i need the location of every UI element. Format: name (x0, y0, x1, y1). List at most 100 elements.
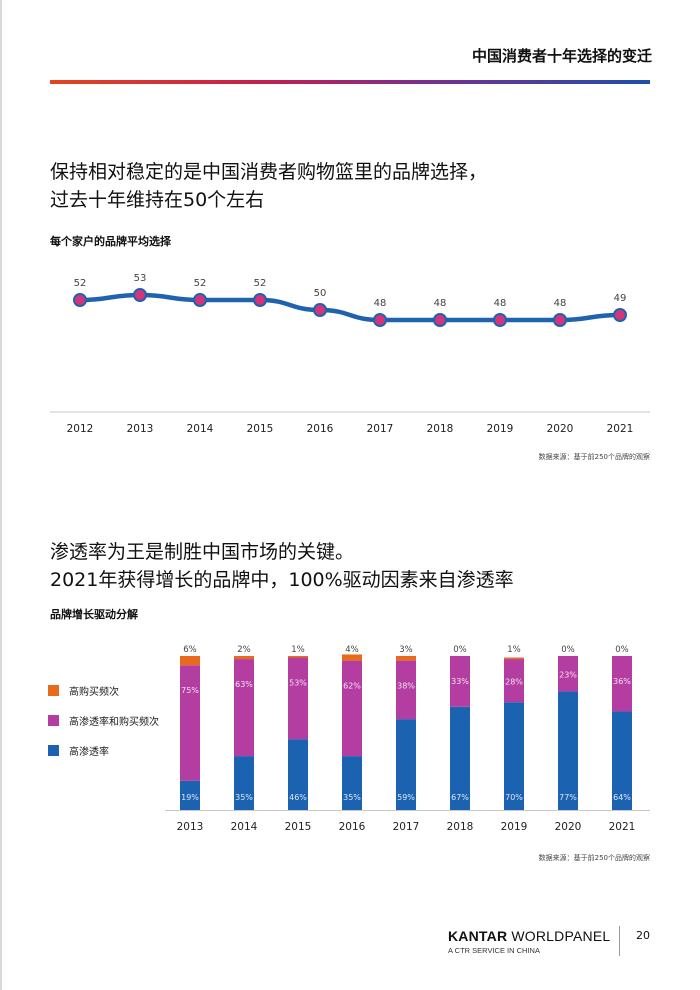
bar-label-high-frequency: 3% (399, 645, 413, 655)
line-x-tick-label: 2012 (67, 423, 94, 435)
footer-tagline: A CTR SERVICE IN CHINA (448, 946, 540, 955)
bar-segment-penetration-and-frequency (612, 656, 632, 712)
bar-label-penetration-and-frequency: 75% (181, 686, 199, 695)
line-x-tick-label: 2015 (247, 423, 274, 435)
line-data-label: 53 (134, 273, 147, 284)
bar-label-high-penetration: 70% (505, 793, 523, 802)
footer-divider (619, 926, 620, 956)
bar-x-tick-label: 2018 (447, 821, 474, 833)
bar-segment-penetration-and-frequency (342, 660, 362, 757)
footer-brand-bold: KANTAR (448, 928, 508, 944)
bar-chart-legend: 高购买频次 高渗透率和购买频次 高渗透率 (48, 675, 159, 765)
bar-label-high-penetration: 59% (397, 793, 415, 802)
line-point (613, 308, 627, 322)
section2-headline-line1: 渗透率为王是制胜中国市场的关键。 (50, 541, 355, 563)
bar-chart: 19% 75% 6% 2013 35% 63% 2% 2014 46% 53% 1% 2015 35% 6… (165, 645, 650, 833)
header-title: 中国消费者十年选择的变迁 (471, 47, 652, 65)
bar-segment-penetration-and-frequency (396, 660, 416, 720)
page-number: 20 (636, 929, 650, 942)
legend-item-high-frequency: 高购买频次 (48, 675, 159, 705)
bar-label-high-penetration: 46% (289, 793, 307, 802)
legend-item-high-penetration: 高渗透率 (48, 735, 159, 765)
bar-x-tick-label: 2019 (501, 821, 528, 833)
bar-segment-penetration-and-frequency (180, 665, 200, 781)
bar-label-high-frequency: 0% (453, 645, 467, 655)
bar-segment-high-penetration (504, 702, 524, 810)
bar-x-tick-label: 2020 (555, 821, 582, 833)
bar-segment-high-frequency (396, 656, 416, 661)
bar-label-high-penetration: 77% (559, 793, 577, 802)
line-x-tick-label: 2017 (367, 423, 394, 435)
bar-segment-high-penetration (288, 739, 308, 810)
bar-label-penetration-and-frequency: 53% (289, 679, 307, 688)
line-x-tick-label: 2013 (127, 423, 154, 435)
line-data-label: 52 (194, 278, 207, 289)
line-data-label: 52 (254, 278, 267, 289)
line-chart: 52 2012 53 2013 52 2014 52 2015 50 2016 48 2017 48 20… (50, 273, 650, 435)
bar-x-tick-label: 2021 (609, 821, 636, 833)
line-data-label: 50 (314, 288, 327, 299)
bar-segment-high-penetration (558, 691, 578, 810)
line-chart-source: 数据来源：基于前250个品牌的观察 (538, 453, 650, 461)
legend-label: 高渗透率和购买频次 (69, 716, 159, 728)
line-chart-subtitle: 每个家户的品牌平均选择 (50, 235, 171, 248)
bar-segment-high-penetration (180, 780, 200, 810)
bar-label-high-penetration: 35% (343, 793, 361, 802)
bar-segment-penetration-and-frequency (234, 659, 254, 757)
line-point (313, 303, 327, 317)
bar-label-high-penetration: 64% (613, 793, 631, 802)
bar-label-high-penetration: 19% (181, 793, 199, 802)
bar-segment-high-frequency (234, 656, 254, 660)
bar-label-penetration-and-frequency: 23% (559, 671, 577, 680)
bar-segment-penetration-and-frequency (504, 659, 524, 703)
bar-label-penetration-and-frequency: 33% (451, 677, 469, 686)
page-edge (0, 0, 2, 990)
bar-segment-high-frequency (180, 656, 200, 666)
line-point (433, 313, 447, 327)
bar-segment-high-penetration (342, 756, 362, 810)
line-point (493, 313, 507, 327)
bar-label-high-frequency: 0% (561, 645, 575, 655)
legend-swatch-blue (48, 744, 59, 756)
legend-swatch-purple (48, 714, 59, 726)
bar-chart-subtitle: 品牌增长驱动分解 (50, 608, 138, 621)
bar-label-penetration-and-frequency: 63% (235, 680, 253, 689)
line-x-tick-label: 2018 (427, 423, 454, 435)
bar-segment-high-penetration (450, 706, 470, 810)
line-point (253, 293, 267, 307)
bar-segment-high-penetration (612, 711, 632, 810)
line-x-tick-label: 2021 (607, 423, 634, 435)
bar-label-high-frequency: 0% (615, 645, 629, 655)
line-data-label: 48 (434, 298, 447, 309)
bar-x-tick-label: 2015 (285, 821, 312, 833)
bar-label-high-frequency: 1% (507, 645, 521, 655)
line-point (373, 313, 387, 327)
bar-label-penetration-and-frequency: 62% (343, 682, 361, 691)
legend-swatch-orange (48, 684, 59, 696)
line-x-tick-label: 2019 (487, 423, 514, 435)
line-data-label: 49 (614, 293, 627, 304)
bar-segment-penetration-and-frequency (288, 657, 308, 740)
line-point (193, 293, 207, 307)
line-x-tick-label: 2016 (307, 423, 334, 435)
bar-x-tick-label: 2016 (339, 821, 366, 833)
bar-label-penetration-and-frequency: 28% (505, 678, 523, 687)
legend-label: 高购买频次 (69, 686, 119, 698)
bar-label-high-penetration: 35% (235, 793, 253, 802)
line-x-tick-label: 2014 (187, 423, 214, 435)
bar-label-high-frequency: 6% (183, 645, 197, 655)
footer-brand: KANTAR WORLDPANEL (448, 928, 610, 944)
bar-label-high-frequency: 4% (345, 645, 359, 655)
bar-chart-source: 数据来源：基于前250个品牌的观察 (538, 854, 650, 862)
line-data-label: 48 (494, 298, 507, 309)
bar-x-tick-label: 2013 (177, 821, 204, 833)
bar-label-penetration-and-frequency: 38% (397, 682, 415, 691)
bar-segment-high-frequency (342, 654, 362, 661)
bar-segment-high-frequency (504, 657, 524, 660)
bar-x-tick-label: 2017 (393, 821, 420, 833)
legend-label: 高渗透率 (69, 746, 109, 758)
section2-headline-line2: 2021年获得增长的品牌中，100%驱动因素来自渗透率 (50, 569, 514, 591)
legend-item-penetration-and-frequency: 高渗透率和购买频次 (48, 705, 159, 735)
line-series (77, 292, 623, 323)
header-gradient-rule (50, 80, 650, 84)
